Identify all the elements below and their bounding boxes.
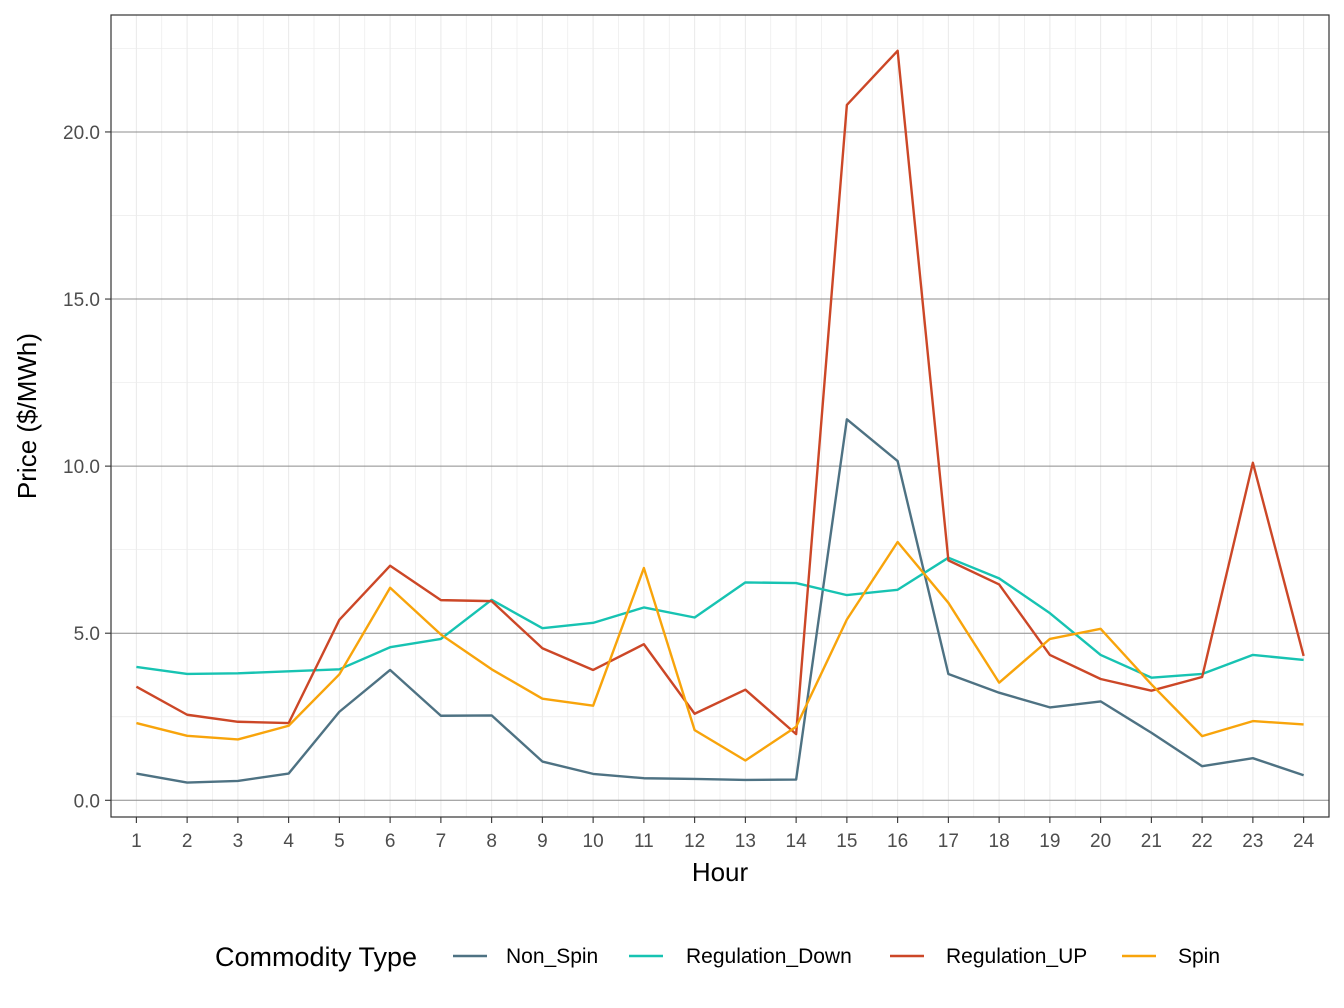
x-tick-label: 19	[1039, 831, 1060, 852]
x-tick-label: 5	[334, 831, 345, 852]
x-tick-label: 10	[583, 831, 604, 852]
series-line-non-spin	[136, 418, 1305, 784]
y-tick-label: 10.0	[63, 457, 100, 478]
y-axis-title: Price ($/MWh)	[12, 333, 42, 499]
x-tick-label: 21	[1141, 831, 1162, 852]
y-tick-label: 15.0	[63, 290, 100, 311]
x-tick-label: 22	[1192, 831, 1213, 852]
series-line-spin	[136, 540, 1304, 762]
series-line-regulation-down	[136, 556, 1304, 679]
y-tick-label: 20.0	[63, 123, 100, 144]
x-tick-label: 23	[1242, 831, 1263, 852]
y-tick-label: 5.0	[74, 624, 100, 645]
x-tick-label: 3	[233, 831, 244, 852]
x-tick-label: 24	[1293, 831, 1315, 852]
legend-label-regulation-down: Regulation_Down	[686, 945, 852, 968]
x-tick-label: 2	[182, 831, 193, 852]
y-axis: 0.0 5.0 10.0 15.0 20.0	[63, 123, 111, 812]
x-axis-title: Hour	[692, 857, 749, 887]
y-tick-label: 0.0	[74, 791, 100, 812]
x-axis: 1 2 3 4 5 6 7 8 9 10 11 12 13 14 15 16 17 18 19 20 21 22 23 24	[131, 817, 1315, 852]
x-tick-label: 18	[989, 831, 1010, 852]
x-tick-label: 8	[486, 831, 497, 852]
legend-title: Commodity Type	[215, 942, 417, 972]
x-tick-label: 16	[887, 831, 908, 852]
legend-label-non-spin: Non_Spin	[506, 945, 598, 968]
x-tick-label: 6	[385, 831, 396, 852]
x-tick-label: 1	[131, 831, 142, 852]
x-tick-label: 12	[684, 831, 705, 852]
x-tick-label: 15	[836, 831, 857, 852]
x-tick-label: 9	[537, 831, 548, 852]
legend-label-spin: Spin	[1178, 945, 1220, 968]
x-tick-label: 4	[283, 831, 294, 852]
series-lines	[135, 49, 1305, 784]
x-tick-label: 20	[1090, 831, 1111, 852]
x-tick-label: 14	[786, 831, 808, 852]
x-tick-label: 17	[938, 831, 959, 852]
series-line-regulation-up	[135, 49, 1305, 736]
x-tick-label: 13	[735, 831, 756, 852]
plot-panel-border	[110, 14, 1330, 818]
legend: Commodity Type Non_Spin Regulation_Down Re…	[215, 942, 1220, 972]
x-tick-label: 7	[436, 831, 447, 852]
major-grid	[111, 15, 1329, 817]
x-tick-label: 11	[634, 831, 654, 852]
legend-label-regulation-up: Regulation_UP	[946, 945, 1087, 968]
